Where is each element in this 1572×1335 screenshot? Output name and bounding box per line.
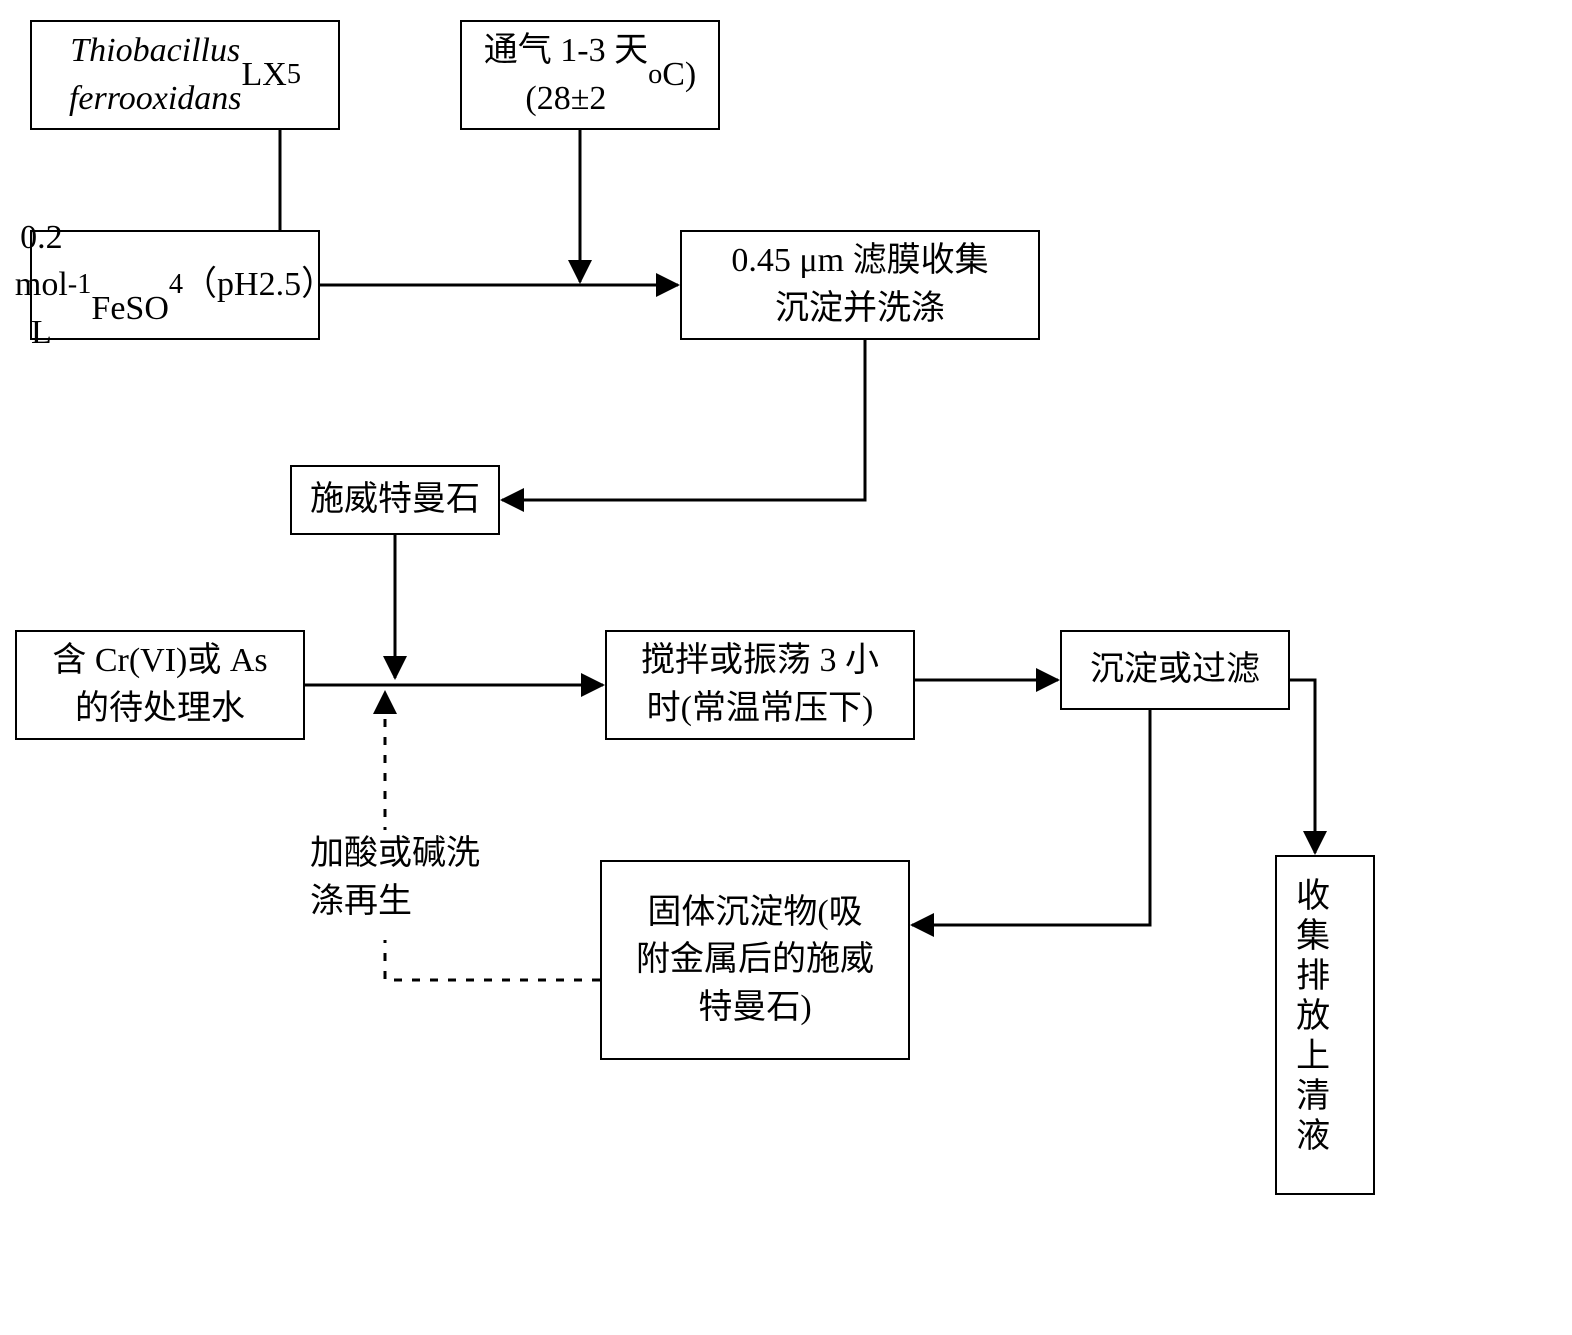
node-regen: 加酸或碱洗涤再生 xyxy=(310,830,540,940)
node-settle: 沉淀或过滤 xyxy=(1060,630,1290,710)
node-filter: 0.45 μm 滤膜收集沉淀并洗涤 xyxy=(680,230,1040,340)
node-solid: 固体沉淀物(吸附金属后的施威特曼石) xyxy=(600,860,910,1060)
node-schwert: 施威特曼石 xyxy=(290,465,500,535)
node-strain: Thiobacillusferrooxidans LX5 xyxy=(30,20,340,130)
node-aerate: 通气 1-3 天(28±2oC) xyxy=(460,20,720,130)
node-water: 含 Cr(VI)或 As的待处理水 xyxy=(15,630,305,740)
node-collect: 收集排放上清液 xyxy=(1275,855,1375,1195)
node-stir: 搅拌或振荡 3 小时(常温常压下) xyxy=(605,630,915,740)
node-feso4: 0.2 mol L-1FeSO4（pH2.5） xyxy=(30,230,320,340)
